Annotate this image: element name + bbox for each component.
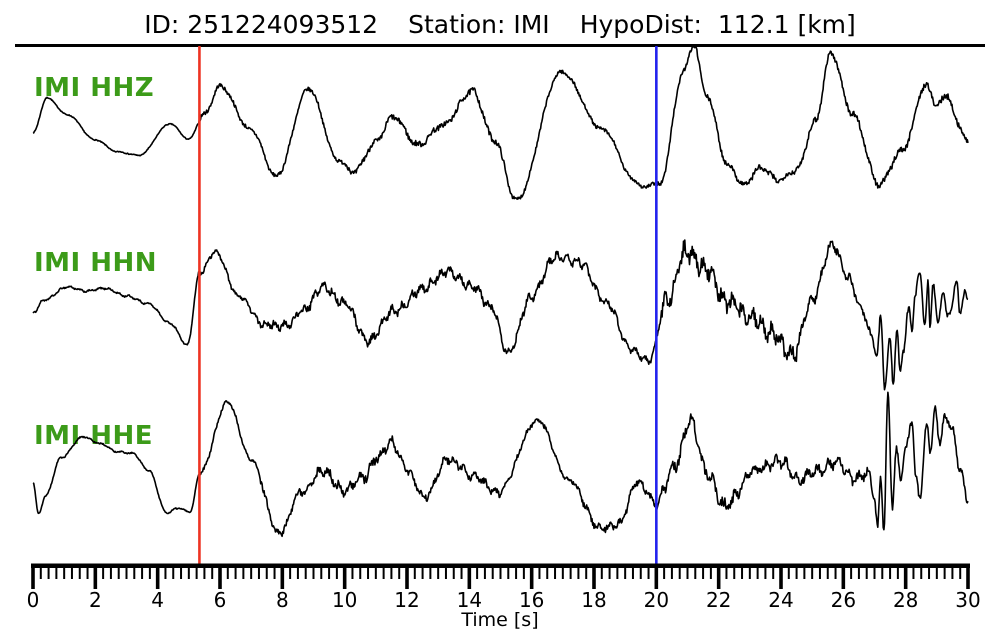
x-axis-label: Time [s]	[460, 609, 538, 631]
station-name: Station: IMI	[408, 10, 550, 39]
hypocentral-distance: HypoDist: 112.1 [km]	[579, 10, 856, 39]
event-id: ID: 251224093512	[144, 10, 379, 39]
x-tick-label: 16	[519, 588, 544, 612]
trace-label-imi-hhz: IMI HHZ	[34, 73, 155, 103]
waveform-trace-imi-hhe	[32, 391, 969, 538]
x-tick-label: 4	[151, 588, 164, 612]
x-tick-label: 12	[394, 588, 419, 612]
waveform-trace-imi-hhn	[32, 239, 969, 391]
waveform-trace-imi-hhz	[32, 46, 969, 200]
x-tick-label: 26	[831, 588, 856, 612]
x-tick-label: 24	[768, 588, 793, 612]
x-tick-label: 8	[276, 588, 289, 612]
figure-title: ID: 251224093512 Station: IMI HypoDist: 1…	[0, 10, 1000, 39]
x-tick-label: 2	[89, 588, 102, 612]
title-separator-line	[15, 44, 985, 47]
x-tick-label: 0	[27, 588, 40, 612]
x-tick-label: 30	[955, 588, 980, 612]
trace-label-imi-hhn: IMI HHN	[34, 248, 158, 278]
x-tick-label: 18	[581, 588, 606, 612]
x-tick-label: 10	[332, 588, 357, 612]
x-tick-label: 14	[457, 588, 482, 612]
trace-label-imi-hhe: IMI HHE	[34, 421, 154, 451]
x-axis-bar	[31, 563, 970, 568]
x-tick-label: 22	[706, 588, 731, 612]
x-tick-label: 6	[214, 588, 227, 612]
x-tick-label: 28	[893, 588, 918, 612]
x-tick-label: 20	[644, 588, 669, 612]
